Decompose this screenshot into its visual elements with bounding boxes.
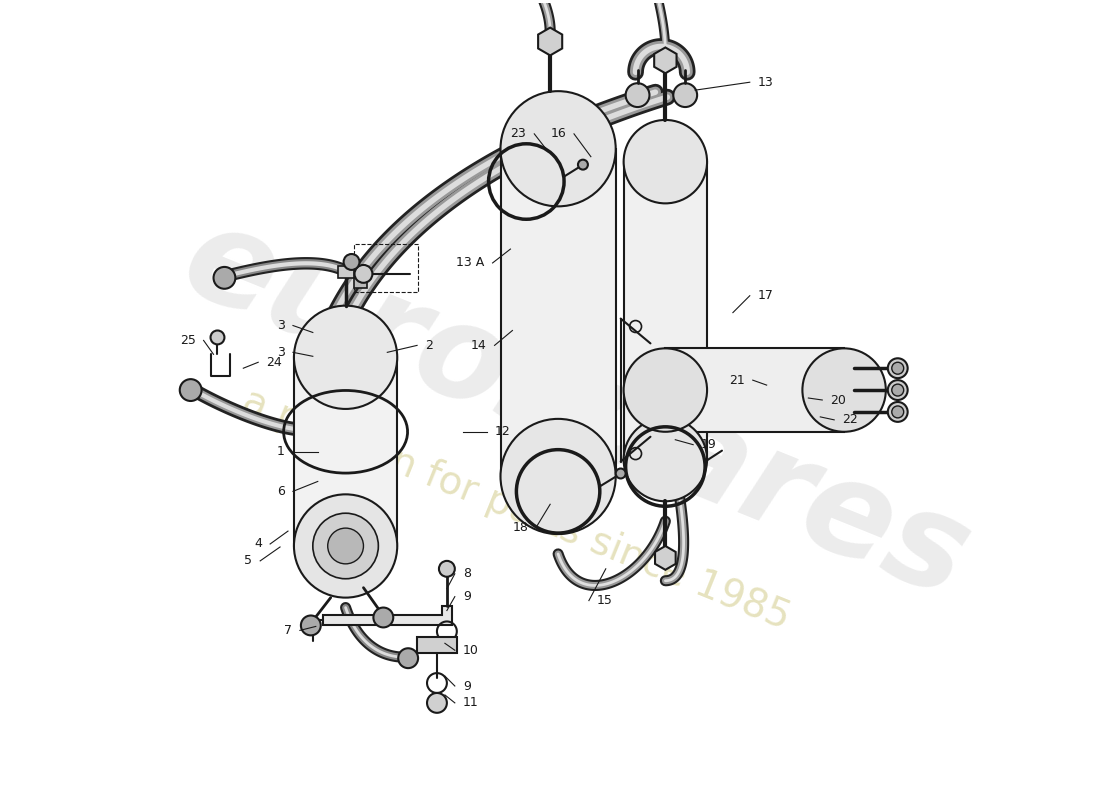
Text: 4: 4: [254, 538, 262, 550]
Circle shape: [673, 83, 697, 107]
Bar: [353, 278, 367, 288]
Text: 16: 16: [550, 127, 566, 140]
Circle shape: [354, 265, 373, 283]
Text: 20: 20: [830, 394, 846, 406]
Circle shape: [624, 418, 707, 502]
Circle shape: [301, 615, 321, 635]
Bar: [500, 149, 616, 477]
Circle shape: [802, 348, 886, 432]
Text: 14: 14: [471, 339, 486, 352]
Text: a passion for parts since 1985: a passion for parts since 1985: [238, 382, 795, 637]
Text: 11: 11: [463, 696, 478, 710]
Text: 6: 6: [277, 485, 285, 498]
Text: 13 A: 13 A: [456, 257, 485, 270]
Circle shape: [427, 693, 447, 713]
Circle shape: [294, 306, 397, 409]
Circle shape: [213, 267, 235, 289]
Circle shape: [888, 380, 907, 400]
Text: 10: 10: [463, 644, 478, 657]
Text: 18: 18: [513, 521, 528, 534]
Circle shape: [624, 120, 707, 203]
Polygon shape: [654, 47, 676, 74]
Circle shape: [179, 379, 201, 401]
Circle shape: [398, 648, 418, 668]
Text: 9: 9: [463, 590, 471, 603]
Text: eurospares: eurospares: [165, 194, 987, 625]
Text: 17: 17: [758, 290, 773, 302]
Bar: [417, 638, 456, 654]
Circle shape: [616, 469, 626, 478]
Text: 9: 9: [463, 679, 471, 693]
Circle shape: [892, 362, 904, 374]
Circle shape: [578, 160, 587, 170]
Text: 8: 8: [463, 567, 471, 580]
Text: 21: 21: [729, 374, 745, 386]
Text: 7: 7: [284, 624, 292, 637]
Circle shape: [888, 358, 907, 378]
Text: 2: 2: [425, 339, 433, 352]
Circle shape: [312, 514, 378, 578]
Text: 15: 15: [597, 594, 613, 607]
Circle shape: [624, 348, 707, 432]
Text: 25: 25: [179, 334, 196, 347]
Text: 19: 19: [701, 438, 717, 451]
Text: 22: 22: [843, 414, 858, 426]
Circle shape: [500, 419, 616, 534]
Circle shape: [294, 494, 397, 598]
Text: 3: 3: [277, 346, 285, 359]
Polygon shape: [322, 606, 452, 626]
Text: 1: 1: [277, 445, 285, 458]
Text: 23: 23: [510, 127, 526, 140]
Text: 5: 5: [244, 554, 252, 567]
Circle shape: [892, 406, 904, 418]
Bar: [338, 266, 353, 278]
Bar: [294, 358, 397, 546]
Polygon shape: [538, 27, 562, 55]
Bar: [624, 162, 707, 459]
Polygon shape: [654, 546, 675, 570]
Circle shape: [500, 91, 616, 206]
Circle shape: [373, 607, 394, 627]
Circle shape: [328, 528, 363, 564]
Bar: [353, 244, 418, 292]
Text: 3: 3: [277, 319, 285, 332]
Bar: [666, 348, 844, 432]
Circle shape: [888, 402, 907, 422]
Text: 13: 13: [758, 76, 773, 89]
Text: 24: 24: [266, 356, 282, 369]
Text: 12: 12: [495, 426, 510, 438]
Circle shape: [210, 330, 224, 344]
Circle shape: [343, 254, 360, 270]
Circle shape: [892, 384, 904, 396]
Circle shape: [626, 83, 649, 107]
Circle shape: [439, 561, 454, 577]
